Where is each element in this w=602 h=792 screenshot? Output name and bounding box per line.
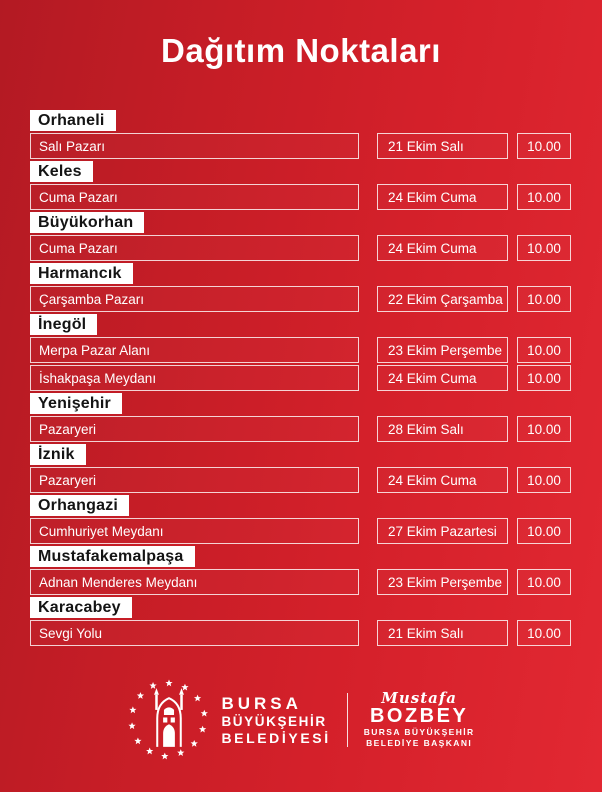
section-rows: Cuma Pazarı 24 Ekim Cuma 10.00 [30,235,571,261]
district-section: Orhangazi Cumhuriyet Meydanı 27 Ekim Paz… [30,495,571,544]
date-cell: 24 Ekim Cuma [377,365,508,391]
date-cell: 22 Ekim Çarşamba [377,286,508,312]
time-cell: 10.00 [517,337,571,363]
time-cell: 10.00 [517,286,571,312]
date-cell: 27 Ekim Pazartesi [377,518,508,544]
district-section: İznik Pazaryeri 24 Ekim Cuma 10.00 [30,444,571,493]
district-name-chip: Harmancık [30,263,133,284]
distribution-row: Cuma Pazarı 24 Ekim Cuma 10.00 [30,235,571,261]
date-cell: 24 Ekim Cuma [377,184,508,210]
district-section: Orhaneli Salı Pazarı 21 Ekim Salı 10.00 [30,110,571,159]
time-cell: 10.00 [517,620,571,646]
location-cell: Pazaryeri [30,467,359,493]
district-section: Büyükorhan Cuma Pazarı 24 Ekim Cuma 10.0… [30,212,571,261]
time-cell: 10.00 [517,235,571,261]
section-rows: Cumhuriyet Meydanı 27 Ekim Pazartesi 10.… [30,518,571,544]
distribution-row: Merpa Pazar Alanı 23 Ekim Perşembe 10.00 [30,337,571,363]
mayor-last-name: BOZBEY [369,705,469,727]
location-cell: Pazaryeri [30,416,359,442]
location-cell: Çarşamba Pazarı [30,286,359,312]
distribution-row: Sevgi Yolu 21 Ekim Salı 10.00 [30,620,571,646]
distribution-row: Salı Pazarı 21 Ekim Salı 10.00 [30,133,571,159]
location-cell: Cuma Pazarı [30,184,359,210]
district-section: Keles Cuma Pazarı 24 Ekim Cuma 10.00 [30,161,571,210]
footer: BURSA BÜYÜKŞEHİR BELEDİYESİ Mustafa BOZB… [0,678,602,762]
district-section: Harmancık Çarşamba Pazarı 22 Ekim Çarşam… [30,263,571,312]
location-cell: Cuma Pazarı [30,235,359,261]
distribution-row: Pazaryeri 24 Ekim Cuma 10.00 [30,467,571,493]
municipality-name-line3: BELEDİYESİ [221,729,331,746]
municipality-emblem-icon [128,679,209,760]
location-cell: Adnan Menderes Meydanı [30,569,359,595]
municipality-name-line1: BURSA [221,693,302,713]
time-cell: 10.00 [517,569,571,595]
district-name-chip: Orhangazi [30,495,130,516]
section-rows: Merpa Pazar Alanı 23 Ekim Perşembe 10.00… [30,337,571,391]
section-rows: Çarşamba Pazarı 22 Ekim Çarşamba 10.00 [30,286,571,312]
time-cell: 10.00 [517,184,571,210]
footer-divider [346,693,348,747]
distribution-row: Pazaryeri 28 Ekim Salı 10.00 [30,416,571,442]
district-name-chip: Keles [30,161,93,182]
district-section: Mustafakemalpaşa Adnan Menderes Meydanı … [30,546,571,595]
location-cell: Sevgi Yolu [30,620,359,646]
distribution-row: İshakpaşa Meydanı 24 Ekim Cuma 10.00 [30,365,571,391]
district-section: Yenişehir Pazaryeri 28 Ekim Salı 10.00 [30,393,571,442]
distribution-row: Adnan Menderes Meydanı 23 Ekim Perşembe … [30,569,571,595]
district-name-chip: Orhaneli [30,110,116,131]
district-name-chip: Büyükorhan [30,212,145,233]
district-name-chip: Yenişehir [30,393,122,414]
location-cell: Merpa Pazar Alanı [30,337,359,363]
mayor-first-name: Mustafa [381,689,458,707]
mayor-signature: Mustafa BOZBEY BURSA BÜYÜKŞEHİR BELEDİYE… [364,691,475,749]
date-cell: 24 Ekim Cuma [377,235,508,261]
district-name-chip: Mustafakemalpaşa [30,546,195,567]
district-section: İnegöl Merpa Pazar Alanı 23 Ekim Perşemb… [30,314,571,391]
page-title: Dağıtım Noktaları [161,32,441,69]
time-cell: 10.00 [517,365,571,391]
mayor-title-line1: BURSA BÜYÜKŞEHİR [363,727,475,737]
mayor-title-line2: BELEDİYE BAŞKANI [366,738,473,748]
date-cell: 23 Ekim Perşembe [377,569,508,595]
district-section: Karacabey Sevgi Yolu 21 Ekim Salı 10.00 [30,597,571,646]
location-cell: Cumhuriyet Meydanı [30,518,359,544]
time-cell: 10.00 [517,467,571,493]
section-rows: Sevgi Yolu 21 Ekim Salı 10.00 [30,620,571,646]
distribution-row: Cumhuriyet Meydanı 27 Ekim Pazartesi 10.… [30,518,571,544]
location-cell: Salı Pazarı [30,133,359,159]
sections: Orhaneli Salı Pazarı 21 Ekim Salı 10.00 … [30,110,571,648]
district-name-chip: İznik [30,444,86,465]
section-rows: Cuma Pazarı 24 Ekim Cuma 10.00 [30,184,571,210]
municipality-name-line2: BÜYÜKŞEHİR [221,713,327,729]
date-cell: 21 Ekim Salı [377,620,508,646]
time-cell: 10.00 [517,416,571,442]
location-cell: İshakpaşa Meydanı [30,365,359,391]
district-name-chip: İnegöl [30,314,98,335]
time-cell: 10.00 [517,133,571,159]
date-cell: 24 Ekim Cuma [377,467,508,493]
section-rows: Pazaryeri 24 Ekim Cuma 10.00 [30,467,571,493]
district-name-chip: Karacabey [30,597,132,618]
section-rows: Pazaryeri 28 Ekim Salı 10.00 [30,416,571,442]
section-rows: Adnan Menderes Meydanı 23 Ekim Perşembe … [30,569,571,595]
distribution-row: Cuma Pazarı 24 Ekim Cuma 10.00 [30,184,571,210]
distribution-row: Çarşamba Pazarı 22 Ekim Çarşamba 10.00 [30,286,571,312]
date-cell: 28 Ekim Salı [377,416,508,442]
date-cell: 23 Ekim Perşembe [377,337,508,363]
section-rows: Salı Pazarı 21 Ekim Salı 10.00 [30,133,571,159]
municipality-name: BURSA BÜYÜKŞEHİR BELEDİYESİ [221,694,330,746]
date-cell: 21 Ekim Salı [377,133,508,159]
time-cell: 10.00 [517,518,571,544]
